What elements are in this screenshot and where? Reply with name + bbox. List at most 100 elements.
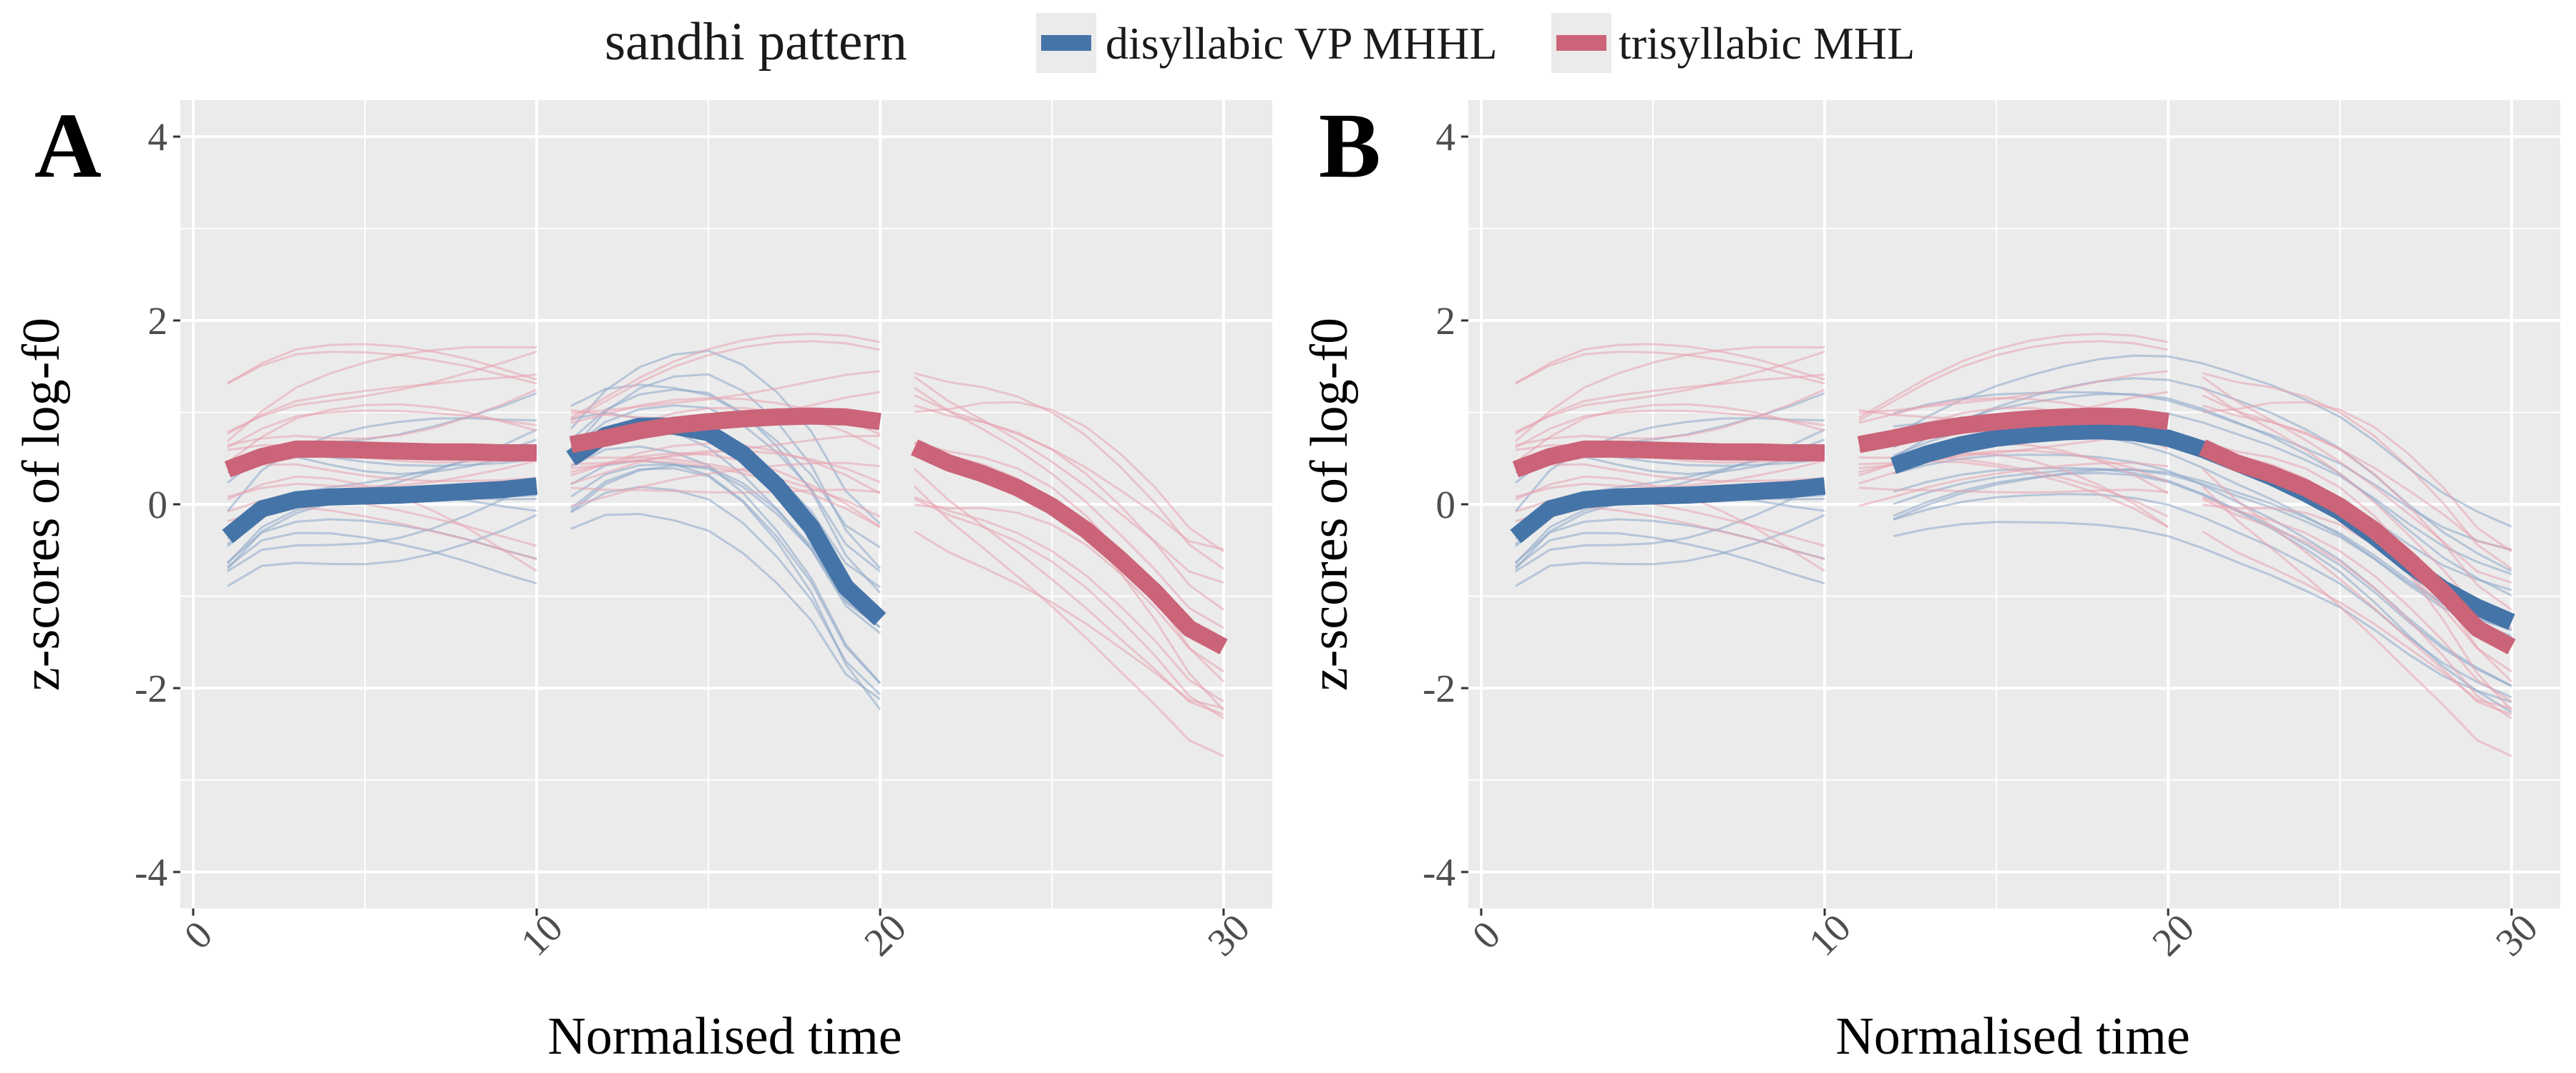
individual-contour-line [2202, 404, 2512, 611]
individual-contour-line [570, 388, 882, 594]
x-tick-label: 10 [512, 906, 571, 964]
individual-contour-line [570, 333, 881, 419]
individual-contour-line [1858, 333, 2169, 419]
individual-contour-line [1515, 480, 1825, 572]
individual-contour-line [914, 504, 1224, 673]
individual-contour-line [227, 351, 537, 433]
individual-contour-line [1515, 403, 1825, 464]
panel-b-mean-contours [1510, 407, 2516, 655]
individual-contour-line [2202, 401, 2512, 553]
individual-contour-line [1515, 351, 1825, 385]
individual-contour-line [1515, 346, 1825, 443]
x-tick-label: 20 [856, 906, 914, 964]
individual-contour-line [913, 485, 1224, 758]
individual-contour-line [1893, 468, 2512, 632]
individual-contour-line [1515, 514, 1825, 587]
individual-contour-line [570, 460, 881, 529]
x-tick-label: 30 [1199, 906, 1258, 964]
x-tick-label: 0 [1464, 913, 1509, 958]
individual-contour-line [1515, 459, 1825, 498]
individual-contour-line [1893, 521, 2512, 703]
individual-contour-line [914, 404, 1224, 611]
individual-contour-line [227, 409, 537, 449]
individual-contour-line [227, 343, 537, 385]
individual-contour-line [1515, 351, 1825, 433]
y-tick-label: 2 [1436, 299, 1456, 343]
mean-contour-trisyllabic [911, 439, 1228, 655]
mean-contour-trisyllabic [1512, 440, 1825, 478]
y-tick-label: 4 [1436, 115, 1456, 159]
x-tick-label: 0 [176, 913, 221, 958]
mean-contour-disyllabic [222, 477, 538, 544]
individual-contour-line [914, 394, 1224, 551]
legend-title: sandhi pattern [605, 12, 907, 72]
individual-contour-line [914, 372, 1224, 570]
individual-contour-line [227, 346, 537, 443]
individual-contour-line [227, 351, 537, 385]
individual-contour-line [1515, 463, 1825, 483]
individual-contour-line [2202, 394, 2512, 551]
individual-contour-line [1515, 388, 1825, 446]
panel-b-individual-contours [1514, 333, 2513, 758]
panel-b-y-axis-title: z-scores of log-f0 [1300, 318, 1359, 691]
panel-a-mean-contours [222, 407, 1228, 655]
x-tick-label: 10 [1800, 906, 1859, 964]
mean-contour-trisyllabic [224, 440, 537, 478]
y-tick-label: -2 [135, 667, 167, 710]
panel-a-tag: A [34, 94, 102, 197]
y-tick-label: 2 [148, 299, 168, 343]
panel-b-tag: B [1319, 94, 1381, 197]
individual-contour-line [914, 496, 1224, 702]
individual-contour-line [570, 349, 882, 525]
individual-contour-line [914, 386, 1224, 629]
individual-contour-line [1515, 373, 1825, 435]
individual-contour-line [2202, 372, 2512, 570]
individual-contour-line [1515, 409, 1825, 449]
individual-contour-line [2202, 376, 2512, 584]
individual-contour-line [570, 486, 881, 494]
mean-contour-trisyllabic [569, 407, 882, 454]
individual-contour-line [570, 373, 882, 569]
individual-contour-line [1893, 493, 2512, 699]
individual-contour-line [227, 373, 537, 435]
y-tick-label: 0 [1436, 483, 1456, 526]
y-tick-label: -4 [1423, 851, 1455, 894]
individual-contour-line [227, 459, 537, 498]
individual-contour-line [2201, 468, 2512, 716]
x-tick-label: 30 [2487, 906, 2546, 964]
y-tick-label: 0 [148, 483, 168, 526]
individual-contour-line [227, 514, 537, 587]
mean-contour-disyllabic [1510, 477, 1826, 544]
individual-contour-line [227, 403, 537, 464]
legend-label-trisyllabic: trisyllabic MHL [1619, 18, 1915, 69]
mean-contour-trisyllabic [2199, 439, 2516, 655]
individual-contour-line [1858, 370, 2169, 414]
y-tick-label: -2 [1423, 667, 1455, 710]
panel-a: A -4 -2 0 2 4 0 10 20 30 Normalised time z-score… [12, 94, 1272, 1066]
individual-contour-line [913, 468, 1224, 716]
individual-contour-line [1515, 343, 1825, 385]
individual-contour-line [227, 463, 537, 483]
individual-contour-line [2201, 485, 2512, 758]
panel-a-y-axis-title: z-scores of log-f0 [12, 318, 71, 691]
individual-contour-line [570, 340, 881, 422]
panel-b-x-axis-title: Normalised time [1835, 1007, 2190, 1066]
legend-label-disyllabic: disyllabic VP MHHL [1106, 18, 1498, 69]
individual-contour-line [914, 401, 1224, 553]
individual-contour-line [570, 370, 881, 414]
individual-contour-line [1893, 468, 2512, 631]
y-tick-label: -4 [135, 851, 167, 894]
panel-b: B -4 -2 0 2 4 0 10 20 30 Normalised time z-score… [1300, 94, 2560, 1066]
individual-contour-line [914, 376, 1224, 584]
individual-contour-line [570, 512, 881, 700]
individual-contour-line [1858, 340, 2169, 422]
individual-contour-line [2202, 498, 2512, 720]
legend: sandhi pattern disyllabic VP MHHL trisyl… [605, 12, 1915, 73]
individual-contour-line [2202, 496, 2512, 702]
x-tick-label: 20 [2144, 906, 2202, 964]
individual-contour-line [914, 498, 1224, 720]
individual-contour-line [1858, 486, 2169, 494]
y-tick-label: 4 [148, 115, 168, 159]
individual-contour-line [227, 480, 537, 572]
